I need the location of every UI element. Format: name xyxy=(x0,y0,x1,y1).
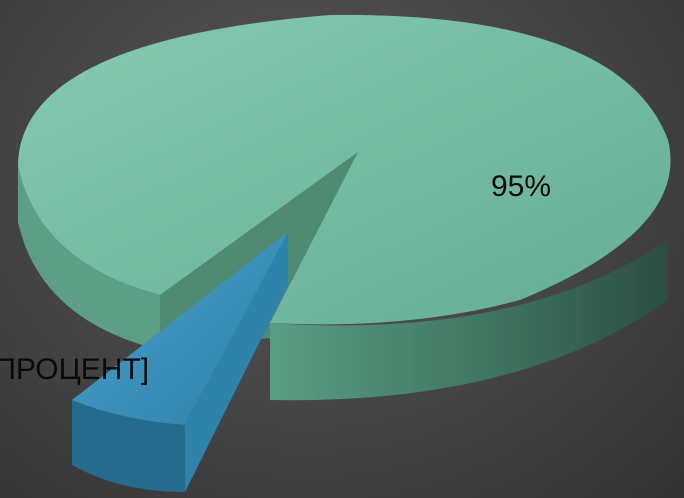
pie-slice-small xyxy=(72,232,288,492)
pie-slice-small-side-inner xyxy=(185,232,288,492)
pie-slice-small-side-front xyxy=(72,400,185,492)
pie-slice-main xyxy=(18,14,671,401)
pie-slice-main-top xyxy=(18,14,671,325)
pie-slice-main-side-left xyxy=(18,165,160,350)
pie-slice-small-top xyxy=(72,232,288,425)
data-label-main: 95% xyxy=(491,170,551,203)
data-label-small: [ПРОЦЕНТ] xyxy=(0,353,149,386)
pie-slice-main-side-front xyxy=(270,240,668,401)
